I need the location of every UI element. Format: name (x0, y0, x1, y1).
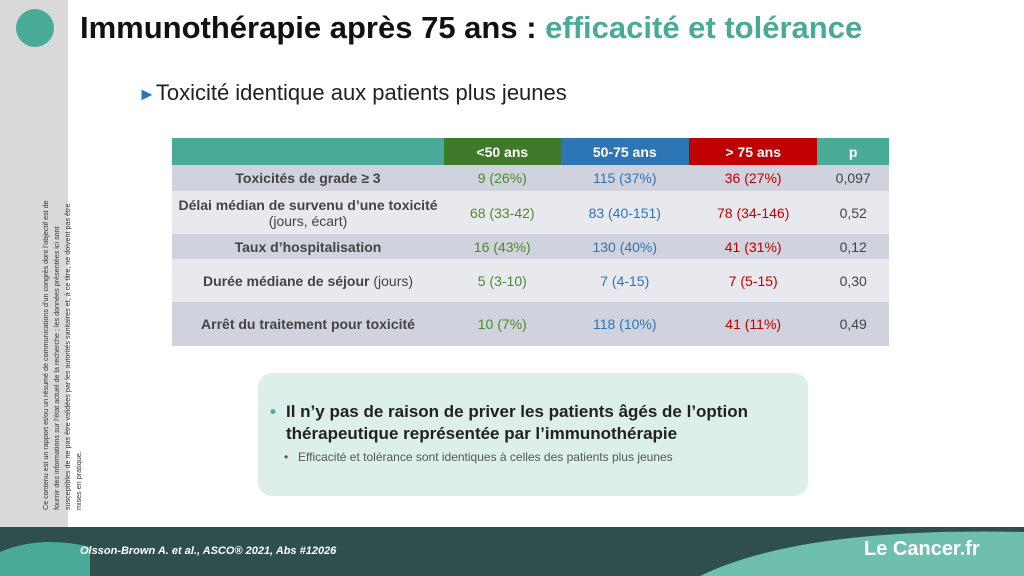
disclaimer: Ce contenu est un rapport et/ou un résum… (41, 200, 83, 510)
table-cell: 41 (31%) (688, 234, 818, 259)
table-row: Durée médiane de séjour (jours) 5 (3-10) 7… (172, 259, 889, 302)
title-main: Immunothérapie après 75 ans : (80, 10, 537, 45)
table-cell: 5 (3-10) (444, 259, 561, 302)
conclusion-sub: Efficacité et tolérance sont identiques … (270, 450, 788, 464)
row-label: Durée médiane de séjour (jours) (172, 259, 444, 302)
row-label: Arrêt du traitement pour toxicité (172, 302, 444, 346)
footer-band (0, 527, 1024, 576)
logo-prefix: Le (864, 538, 888, 560)
table-row: Taux d’hospitalisation 16 (43%) 130 (40%) 4… (172, 234, 889, 259)
table-cell: 0,097 (817, 165, 889, 191)
table-cell: 78 (34-146) (688, 191, 818, 234)
row-label-text: Durée médiane de séjour (202, 272, 370, 289)
results-table: <50 ans 50-75 ans > 75 ans p Toxicités de gr… (172, 138, 889, 346)
logo-dot (16, 9, 54, 47)
sidebar (0, 0, 68, 527)
table-row: Toxicités de grade ≥ 3 9 (26%) 115 (37%) 36… (172, 165, 889, 191)
row-label-text: Arrêt du traitement pour toxicité (201, 316, 415, 332)
row-label-text: Toxicités de grade ≥ 3 (235, 170, 381, 186)
row-label-text: Taux d’hospitalisation (234, 238, 382, 255)
subtitle-text: Toxicité identique aux patients plus jeu… (155, 80, 567, 105)
table-cell: 0,49 (817, 302, 889, 346)
row-label: Délai médian de survenu d’une toxicité (… (172, 191, 444, 234)
table-cell: 68 (33-42) (444, 191, 561, 234)
table-cell: 41 (11%) (688, 302, 818, 346)
table-cell: 36 (27%) (688, 165, 818, 191)
table-row: Délai médian de survenu d’une toxicité (… (172, 191, 889, 234)
title-accent: efficacité et tolérance (545, 10, 863, 45)
column-header: > 75 ans (688, 138, 818, 165)
header-cell (172, 138, 444, 165)
column-header: p (817, 138, 889, 165)
table-cell: 0,12 (817, 234, 889, 259)
row-label: Toxicités de grade ≥ 3 (172, 165, 444, 191)
table-cell: 10 (7%) (444, 302, 561, 346)
logo-name: Cancer.fr (892, 538, 980, 560)
table-cell: 0,30 (817, 259, 889, 302)
table-cell: 7 (4-15) (560, 259, 689, 302)
conclusion-box: Il n’y pas de raison de priver les patie… (258, 373, 808, 496)
table-cell: 9 (26%) (444, 165, 561, 191)
table-cell: 130 (40%) (560, 234, 689, 259)
title: Immunothérapie après 75 ans : efficacité… (80, 10, 862, 46)
conclusion-main: Il n’y pas de raison de priver les patie… (270, 401, 788, 445)
row-label: Taux d’hospitalisation (172, 234, 444, 259)
row-label-note: (jours) (373, 272, 414, 289)
logo: Le Cancer.fr (864, 538, 980, 561)
table-row: Arrêt du traitement pour toxicité 10 (7%)… (172, 302, 889, 346)
table-cell: 83 (40-151) (560, 191, 689, 234)
citation: Olsson-Brown A. et al., ASCO® 2021, Abs … (80, 545, 337, 557)
table-cell: 115 (37%) (560, 165, 689, 191)
header-row: <50 ans 50-75 ans > 75 ans p (172, 138, 889, 165)
column-header: <50 ans (444, 138, 561, 165)
row-label-text: Délai médian de survenu d’une toxicité (178, 196, 438, 213)
table-cell: 118 (10%) (560, 302, 689, 346)
table-cell: 0,52 (817, 191, 889, 234)
row-label-note: (jours, écart) (268, 212, 348, 229)
table-cell: 16 (43%) (444, 234, 561, 259)
subtitle: ►Toxicité identique aux patients plus je… (138, 80, 567, 105)
table-cell: 7 (5-15) (688, 259, 818, 302)
column-header: 50-75 ans (560, 138, 689, 165)
